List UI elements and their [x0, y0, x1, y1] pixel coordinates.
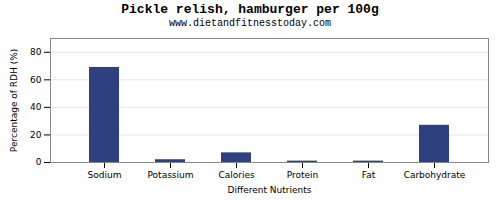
svg-text:Calories: Calories: [218, 170, 255, 180]
svg-text:20: 20: [30, 130, 42, 140]
svg-text:Percentage of RDH (%): Percentage of RDH (%): [9, 49, 19, 152]
html-text:Pickle relish, hamburger per 1: Pickle relish, hamburger per 100g: [121, 2, 379, 17]
svg-text:Potassium: Potassium: [147, 170, 193, 180]
svg-text:40: 40: [30, 102, 42, 112]
svg-text:0: 0: [36, 157, 42, 167]
svg-text:Protein: Protein: [287, 170, 319, 180]
svg-text:Sodium: Sodium: [88, 170, 122, 180]
svg-text:Fat: Fat: [362, 170, 376, 180]
svg-text:80: 80: [30, 47, 42, 57]
svg-text:Carbohydrate: Carbohydrate: [404, 170, 466, 180]
svg-text:Different Nutrients: Different Nutrients: [228, 185, 312, 195]
html-text:www.dietandfitnesstoday.com: www.dietandfitnesstoday.com: [169, 18, 331, 29]
svg-text:60: 60: [30, 75, 42, 85]
